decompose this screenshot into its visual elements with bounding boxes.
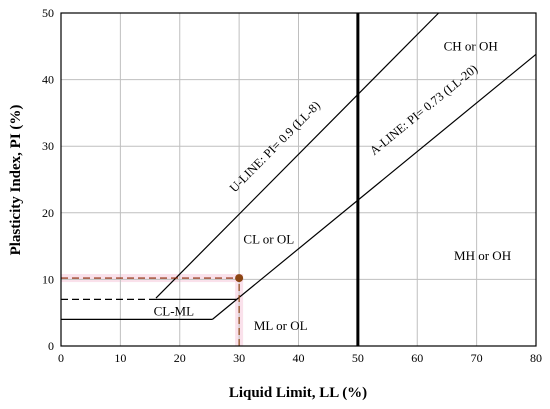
series-layer <box>61 12 537 346</box>
tick-labels-layer: 0 10 20 30 40 50 60 70 80 0 10 20 30 40 50 <box>42 6 542 365</box>
series-line-1 <box>236 53 537 300</box>
line-label: U-LINE: PI= 0.9 (LL-8) <box>227 98 323 195</box>
y-tick-label: 0 <box>48 339 54 353</box>
zone-label: CH or OH <box>444 38 498 53</box>
point-layer <box>235 274 244 283</box>
x-tick-label: 60 <box>411 351 423 365</box>
highlight-point <box>235 274 244 283</box>
y-tick-label: 20 <box>42 206 54 220</box>
highlight-band-layer <box>61 274 244 346</box>
x-tick-label: 10 <box>114 351 126 365</box>
zone-label: CL or OL <box>243 231 294 246</box>
x-tick-label: 50 <box>352 351 364 365</box>
x-tick-label: 0 <box>58 351 64 365</box>
y-tick-label: 50 <box>42 6 54 20</box>
line-label: A-LINE: PI= 0.73 (LL-20) <box>367 62 480 158</box>
series-line-5 <box>212 298 238 320</box>
x-axis-label: Liquid Limit, LL (%) <box>229 385 367 401</box>
x-tick-label: 80 <box>530 351 542 365</box>
y-tick-label: 10 <box>42 272 54 286</box>
zone-label: CL-ML <box>154 303 195 318</box>
x-tick-label: 20 <box>174 351 186 365</box>
x-tick-label: 70 <box>471 351 483 365</box>
x-tick-label: 40 <box>293 351 305 365</box>
series-line-0 <box>155 12 440 299</box>
y-tick-label: 30 <box>42 139 54 153</box>
x-tick-label: 30 <box>233 351 245 365</box>
y-tick-label: 40 <box>42 73 54 87</box>
annotation-layer: CH or OH CL or OL MH or OH CL-ML ML or OL U-L… <box>154 38 512 333</box>
plot-frame <box>60 12 537 347</box>
zone-label: MH or OH <box>454 248 511 263</box>
zone-label: ML or OL <box>254 318 308 333</box>
y-axis-label: Plasticity Index, PI (%) <box>8 105 24 256</box>
grid-layer <box>61 13 536 346</box>
